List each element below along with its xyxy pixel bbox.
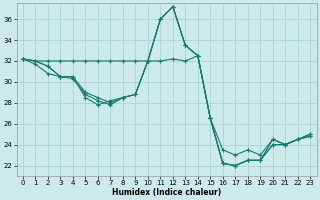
X-axis label: Humidex (Indice chaleur): Humidex (Indice chaleur) (112, 188, 221, 197)
